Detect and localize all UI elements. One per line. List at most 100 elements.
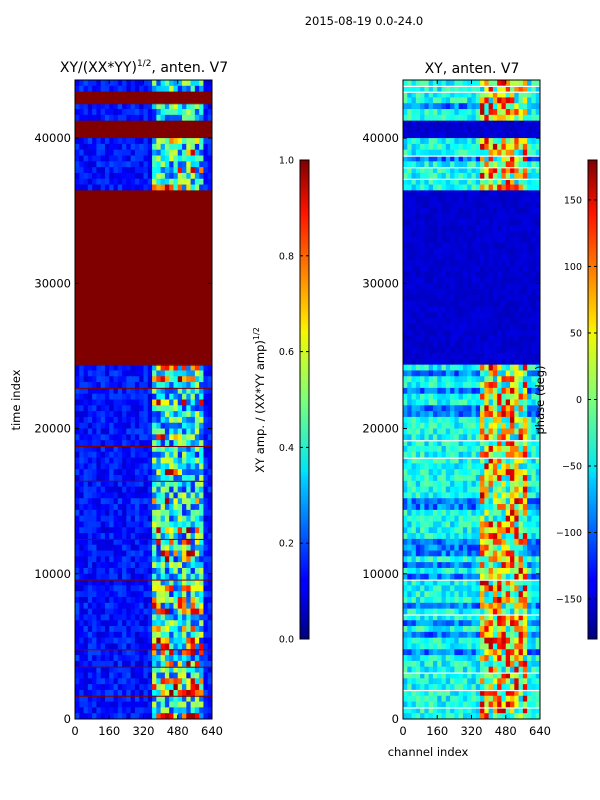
heatmap-cell <box>96 85 102 93</box>
heatmap-cell <box>92 451 98 459</box>
heatmap-cell <box>194 585 200 592</box>
heatmap-cell <box>445 155 451 162</box>
heatmap-cell <box>117 231 123 238</box>
heatmap-cell <box>480 190 485 197</box>
heatmap-cell <box>173 353 179 360</box>
heatmap-cell <box>407 167 413 174</box>
heatmap-cell <box>160 527 166 534</box>
heatmap-cell <box>169 515 175 523</box>
heatmap-cell <box>441 201 447 209</box>
heatmap-cell <box>480 149 485 157</box>
heatmap-cell <box>194 556 200 563</box>
heatmap-cell <box>173 695 179 703</box>
heatmap-cell <box>403 196 408 203</box>
heatmap-cell <box>505 306 511 313</box>
heatmap-cell <box>505 103 511 110</box>
heatmap-cell <box>152 329 157 337</box>
heatmap-cell <box>113 248 119 255</box>
heatmap-cell <box>182 538 187 546</box>
heatmap-cell <box>203 387 209 395</box>
heatmap-cell <box>160 103 166 110</box>
heatmap-cell <box>96 161 102 168</box>
heatmap-cell <box>147 492 153 499</box>
heatmap-cell <box>518 138 524 145</box>
heatmap-cell <box>79 475 85 482</box>
heatmap-cell <box>510 289 515 296</box>
heatmap-cell <box>75 242 80 250</box>
heatmap-cell <box>96 533 102 540</box>
heatmap-cell <box>445 254 451 261</box>
heatmap-cell <box>130 143 136 151</box>
heatmap-cell <box>194 515 200 523</box>
heatmap-cell <box>75 149 80 157</box>
heatmap-cell <box>428 294 434 302</box>
heatmap-cell <box>454 138 460 145</box>
heatmap-cell <box>143 544 149 552</box>
heatmap-cell <box>420 114 426 122</box>
heatmap-cell <box>75 504 80 511</box>
heatmap-cell <box>186 393 192 401</box>
heatmap-cell <box>501 207 507 215</box>
heatmap-cell <box>510 225 515 232</box>
heatmap-cell <box>190 405 196 412</box>
heatmap-cell <box>83 364 89 372</box>
heatmap-cell <box>182 80 187 87</box>
heatmap-cell <box>450 167 455 174</box>
heatmap-cell <box>134 463 140 470</box>
heatmap-cell <box>467 283 473 290</box>
heatmap-cell <box>450 126 455 133</box>
heatmap-cell <box>415 300 421 308</box>
heatmap-cell <box>117 597 123 604</box>
heatmap-cell <box>113 492 119 499</box>
heatmap-cell <box>104 579 110 586</box>
heatmap-cell <box>122 504 127 511</box>
heatmap-cell <box>117 138 123 145</box>
heatmap-cell <box>203 405 209 412</box>
heatmap-cell <box>403 318 408 325</box>
heatmap-cell <box>194 597 200 604</box>
heatmap-cell <box>96 469 102 476</box>
heatmap-cell <box>87 509 93 517</box>
heatmap-cell <box>75 132 80 139</box>
heatmap-cell <box>428 260 434 267</box>
heatmap-cell <box>199 143 205 151</box>
heatmap-cell <box>100 376 106 383</box>
heatmap-cell <box>207 126 212 133</box>
heatmap-cell <box>497 248 503 255</box>
heatmap-cell <box>87 544 93 552</box>
heatmap-cell <box>147 138 153 145</box>
heatmap-cell <box>182 323 187 331</box>
heatmap-cell <box>186 155 192 162</box>
heatmap-cell <box>79 114 85 122</box>
heatmap-cell <box>527 120 533 128</box>
heatmap-cell <box>462 323 468 331</box>
heatmap-cell <box>462 103 468 110</box>
heatmap-cell <box>190 707 196 714</box>
heatmap-cell <box>518 248 524 255</box>
heatmap-cell <box>518 323 524 331</box>
left-colorbar-label-superscript: 1/2 <box>252 327 261 340</box>
heatmap-cell <box>122 277 127 284</box>
heatmap-cell <box>535 109 540 116</box>
heatmap-cell <box>510 283 515 290</box>
heatmap-cell <box>117 660 123 668</box>
heatmap-cell <box>164 219 170 226</box>
heatmap-cell <box>79 620 85 627</box>
heatmap-cell <box>75 91 80 99</box>
heatmap-cell <box>497 132 503 139</box>
heatmap-cell <box>207 579 212 586</box>
heatmap-cell <box>441 300 447 308</box>
heatmap-cell <box>207 225 212 232</box>
heatmap-cell <box>484 132 490 139</box>
heatmap-cell <box>109 300 115 308</box>
heatmap-cell <box>480 109 485 116</box>
heatmap-cell <box>130 289 136 296</box>
heatmap-cell <box>484 289 490 296</box>
heatmap-cell <box>92 207 98 215</box>
heatmap-cell <box>143 579 149 586</box>
heatmap-cell <box>104 172 110 180</box>
heatmap-cell <box>122 393 127 401</box>
heatmap-cell <box>79 97 85 104</box>
heatmap-cell <box>514 300 520 308</box>
heatmap-cell <box>79 707 85 714</box>
